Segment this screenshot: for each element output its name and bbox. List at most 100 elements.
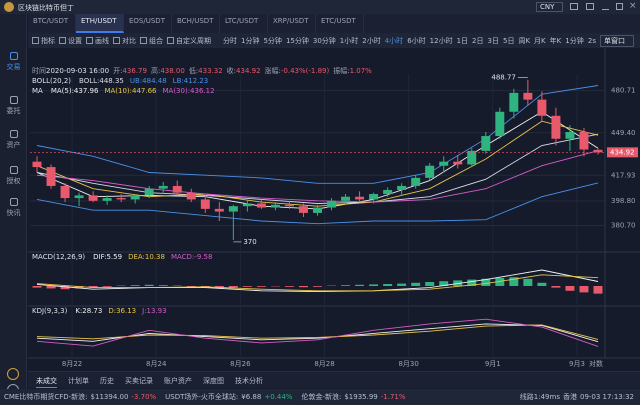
icon[interactable] (570, 3, 578, 10)
macd-bar (383, 284, 393, 286)
icon[interactable] (7, 368, 19, 380)
bottom-tab[interactable]: 买卖记录 (125, 377, 153, 385)
x-tick-label: 8月22 (62, 360, 82, 368)
bottom-tab[interactable]: 技术分析 (235, 377, 263, 385)
candle-body (369, 194, 379, 200)
bottom-tab[interactable]: 计划单 (68, 377, 89, 385)
tool-button[interactable]: 自定义周期 (167, 36, 211, 46)
legend-name: MACD(12,26,9) (32, 253, 85, 261)
candle-body (341, 196, 351, 201)
tool-button[interactable]: 设置 (59, 36, 82, 46)
candle-body (298, 206, 308, 213)
macd-bar (439, 281, 449, 286)
period-button[interactable]: 30分钟 (312, 36, 336, 45)
sidebar-item[interactable]: 委托 (0, 96, 27, 116)
period-button[interactable]: 1分钟 (241, 36, 260, 45)
candle-body (495, 111, 505, 137)
sidebar-item[interactable]: 快讯 (0, 198, 27, 218)
period-button[interactable]: 月K (534, 36, 546, 45)
ticker-price: ¥6.88 (241, 393, 262, 401)
close[interactable]: × (629, 1, 637, 11)
period-button[interactable]: 2日 (472, 36, 484, 45)
macd-bar (537, 282, 547, 286)
refresh-rate[interactable]: 2s (587, 36, 596, 45)
tool-button[interactable]: 画线 (86, 36, 109, 46)
tool-button[interactable]: 组合 (140, 36, 163, 46)
macd-bar (467, 279, 477, 286)
sidebar-item[interactable]: 资产 (0, 130, 27, 150)
pair-tab[interactable]: ETC/USDT (316, 14, 364, 33)
macd-bar (355, 284, 365, 286)
clock: 09-03 17:13:32 (579, 393, 634, 401)
bottom-tab[interactable]: 账户资产 (164, 377, 192, 385)
info-value: 433.32 (198, 67, 223, 75)
macd-bar (60, 286, 70, 290)
indicator-line (36, 120, 599, 207)
candle-body (397, 185, 407, 190)
bottom-tab[interactable]: 未成交 (36, 376, 57, 388)
bottom-tabs: 未成交 计划单 历史 买卖记录 账户资产 深度图 技术分析 (28, 371, 640, 388)
tool-button[interactable]: 指标 (32, 36, 55, 46)
macd-bar (74, 286, 84, 289)
period-button[interactable]: 分时 (223, 36, 237, 45)
info-value: 434.92 (236, 67, 261, 75)
x-tick-label: 8月30 (398, 360, 418, 368)
icon[interactable] (586, 3, 594, 10)
y-tick-label: 398.80 (611, 197, 636, 205)
period-button[interactable]: 6小时 (407, 36, 426, 45)
pair-tab[interactable]: XRP/USDT (268, 14, 316, 33)
indicator-line (36, 133, 599, 204)
period-button[interactable]: 周K (518, 36, 531, 45)
window-select[interactable]: 单窗口 (600, 34, 634, 47)
period-button[interactable]: 12小时 (429, 36, 453, 45)
kdj-line (36, 318, 599, 347)
x-tick-label: 9月1 (485, 360, 501, 368)
currency-select[interactable]: CNY (536, 2, 564, 12)
y-tick-label: 380.70 (611, 221, 636, 229)
period-button[interactable]: 5分钟 (263, 36, 282, 45)
candle-body (256, 203, 266, 208)
tool-button[interactable]: 对比 (113, 36, 136, 46)
macd-bar (481, 278, 491, 286)
legend-item: MA(30):436.12 (163, 87, 215, 95)
candle-body (242, 203, 252, 207)
sidebar-label: 资产 (6, 141, 21, 149)
bottom-tab[interactable]: 历史 (100, 377, 114, 385)
candle-body (88, 195, 98, 201)
legend-item: MA(10):447.66 (104, 87, 157, 95)
minimize[interactable] (602, 9, 609, 10)
period-button[interactable]: 3日 (487, 36, 499, 45)
maximize[interactable] (616, 3, 623, 10)
period-button[interactable]: 15分钟 (285, 36, 309, 45)
pair-tab[interactable]: BCH/USDT (172, 14, 220, 33)
period-button[interactable]: 2小时 (362, 36, 381, 45)
pair-tab[interactable]: EOS/USDT (124, 14, 172, 33)
candle-body (200, 199, 210, 209)
info-label: 高: (151, 66, 160, 75)
macd-bar (509, 277, 519, 286)
pair-tab[interactable]: LTC/USDT (220, 14, 268, 33)
network-line: 线路1:49ms (519, 393, 560, 401)
macd-line (36, 274, 599, 292)
kdj-line (36, 323, 599, 343)
period-button[interactable]: 1小时 (339, 36, 359, 45)
toolbar: 指标 设置 画线 对比 组合 自定义周期 分时 1分钟 5分钟 15分钟 30分钟 1小时 2小时 4小时… (28, 33, 640, 48)
macd-bar (551, 286, 561, 288)
ticker-price: $1935.99 (344, 393, 378, 401)
candle-body (425, 165, 435, 178)
sidebar-item[interactable]: 交易 (0, 52, 27, 72)
sidebar-item[interactable]: 授权 (0, 166, 27, 186)
info-value: 438.00 (160, 67, 185, 75)
candle-body (481, 136, 491, 151)
period-button[interactable]: 1分钟 (565, 36, 584, 45)
period-button[interactable]: 1日 (456, 36, 469, 45)
y-tick-label: 417.93 (611, 171, 636, 179)
period-button[interactable]: 5日 (502, 36, 515, 45)
pair-tab[interactable]: BTC/USDT (28, 14, 76, 33)
info-label: 收: (227, 66, 236, 75)
period-button[interactable]: 年K (549, 36, 562, 45)
period-button[interactable]: 4小时 (384, 36, 404, 45)
region: 香港 (562, 393, 577, 401)
pair-tab[interactable]: ETH/USDT (76, 14, 124, 33)
bottom-tab[interactable]: 深度图 (203, 377, 224, 385)
